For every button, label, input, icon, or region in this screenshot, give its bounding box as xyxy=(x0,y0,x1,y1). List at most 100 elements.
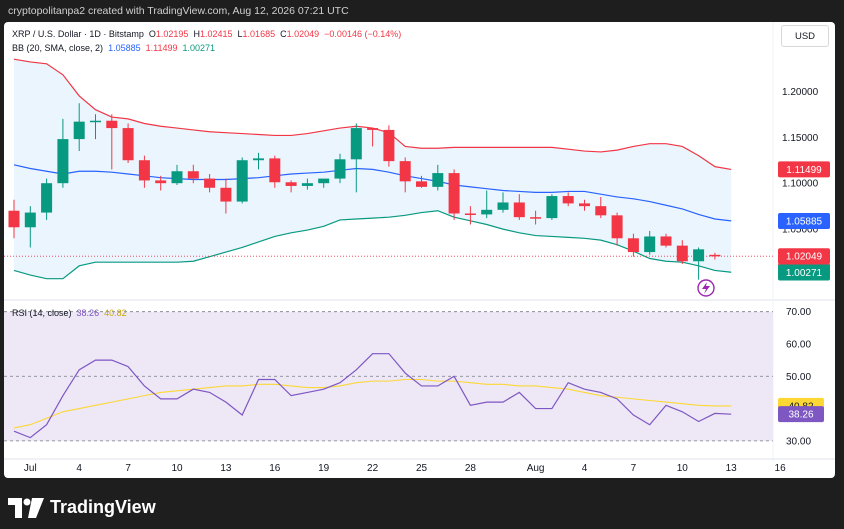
candle-body xyxy=(57,139,69,184)
bb-upper-value: 1.11499 xyxy=(145,43,178,53)
price-axis-tick: 1.10000 xyxy=(782,179,819,190)
rsi-axis-tick: 30.00 xyxy=(786,436,811,447)
candle xyxy=(90,114,101,140)
candle xyxy=(24,206,36,248)
candle xyxy=(155,175,167,191)
replay-lightning-icon xyxy=(697,279,715,297)
last-price-label-bg xyxy=(778,248,830,265)
candle-body xyxy=(187,171,199,179)
candle-body xyxy=(138,160,150,181)
candle-body xyxy=(481,209,493,215)
candle xyxy=(236,157,248,204)
candle xyxy=(122,123,134,163)
bb-lower-value: 1.00271 xyxy=(182,43,216,53)
close-label: C xyxy=(280,29,287,39)
candle-body xyxy=(497,202,509,210)
candle-body xyxy=(693,249,705,262)
low-label: L xyxy=(237,29,243,39)
candle-body xyxy=(204,178,216,188)
candle xyxy=(41,178,53,220)
candle-body xyxy=(24,212,36,228)
candle-body xyxy=(709,254,721,257)
open-label: O xyxy=(148,29,156,39)
candle xyxy=(318,178,330,188)
time-axis-tick: 13 xyxy=(220,463,232,474)
time-axis-tick: 4 xyxy=(76,463,82,474)
candle xyxy=(709,252,721,260)
candle-body xyxy=(367,128,379,130)
candle-body xyxy=(301,183,313,186)
candle xyxy=(676,240,688,265)
time-axis-tick: 10 xyxy=(677,463,689,474)
candle-body xyxy=(676,245,688,262)
candle-body xyxy=(595,206,607,216)
rsi-ma-legend-value: 40.82 xyxy=(104,308,127,318)
candle-body xyxy=(73,121,85,140)
candle xyxy=(530,210,542,225)
replay-icon-bolt xyxy=(702,282,710,294)
candle xyxy=(269,155,281,188)
candle-body xyxy=(383,129,395,162)
candle-body xyxy=(611,215,623,239)
currency-button[interactable]: USD xyxy=(781,25,829,47)
attribution-text: cryptopolitanpa2 created with TradingVie… xyxy=(8,5,349,17)
price-axis-tick: 1.20000 xyxy=(782,87,819,98)
upper-band-price-label-bg xyxy=(778,161,830,178)
candle-body xyxy=(464,213,476,215)
chart-card[interactable]: XRP / U.S. Dollar · 1D · Bitstamp O1.021… xyxy=(4,22,835,478)
candle-body xyxy=(562,196,574,204)
rsi-axis-tick: 60.00 xyxy=(786,339,811,350)
candle xyxy=(138,155,150,188)
candle xyxy=(8,199,20,239)
bb-legend: BB (20, SMA, close, 2) 1.05885 1.11499 1… xyxy=(12,43,215,53)
tradingview-logo[interactable]: TradingView xyxy=(8,497,156,518)
rsi-legend-value: 38.26 xyxy=(76,308,100,318)
time-axis-tick: Aug xyxy=(527,463,545,474)
candle-body xyxy=(106,120,118,129)
time-axis-tick: 10 xyxy=(171,463,183,474)
candle-body xyxy=(660,236,672,246)
candle-body xyxy=(90,120,101,123)
rsi-price-label-bg xyxy=(778,406,824,423)
symbol-legend: XRP / U.S. Dollar · 1D · Bitstamp O1.021… xyxy=(12,29,401,39)
upper-band-price-label: 1.11499 xyxy=(786,165,822,176)
candle xyxy=(73,103,85,152)
candle-body xyxy=(448,173,460,214)
candle xyxy=(481,190,493,219)
candle-body xyxy=(285,182,297,186)
candle xyxy=(301,178,313,190)
time-axis-tick: 7 xyxy=(125,463,131,474)
time-axis-tick: 13 xyxy=(726,463,738,474)
candle-body xyxy=(220,187,232,202)
candle-body xyxy=(171,171,183,184)
tradingview-logo-icon xyxy=(8,497,44,518)
lower-band-price-label: 1.00271 xyxy=(786,268,823,279)
candle xyxy=(546,194,558,220)
candle-body xyxy=(122,128,134,161)
candle xyxy=(204,174,216,193)
candle xyxy=(399,157,411,193)
rsi-legend: RSI (14, close) 38.26 40.82 xyxy=(12,308,127,318)
candle xyxy=(432,164,444,191)
candle-body xyxy=(513,202,525,218)
candle xyxy=(627,233,639,257)
time-axis-tick: 25 xyxy=(416,463,428,474)
candle-body xyxy=(318,178,330,184)
candle xyxy=(285,180,297,193)
time-axis-tick: 16 xyxy=(775,463,787,474)
candle-body xyxy=(350,128,362,160)
candle xyxy=(644,230,656,255)
candle-body xyxy=(644,236,656,253)
candle xyxy=(497,192,509,213)
time-axis-tick: 4 xyxy=(582,463,588,474)
candle xyxy=(383,125,395,167)
time-axis-tick: 19 xyxy=(318,463,330,474)
price-axis-tick: 1.15000 xyxy=(782,133,819,144)
rsi-label: RSI (14, close) xyxy=(12,308,72,318)
chart-canvas[interactable]: 1.20000 1.15000 1.10000 1.05000 1.11499 1.058… xyxy=(4,22,835,478)
candle xyxy=(660,233,672,248)
bb-label: BB (20, SMA, close, 2) xyxy=(12,43,104,53)
candle-body xyxy=(253,158,264,161)
bb-basis-value: 1.05885 xyxy=(108,43,141,53)
close-value: 1.02049 xyxy=(286,29,320,39)
